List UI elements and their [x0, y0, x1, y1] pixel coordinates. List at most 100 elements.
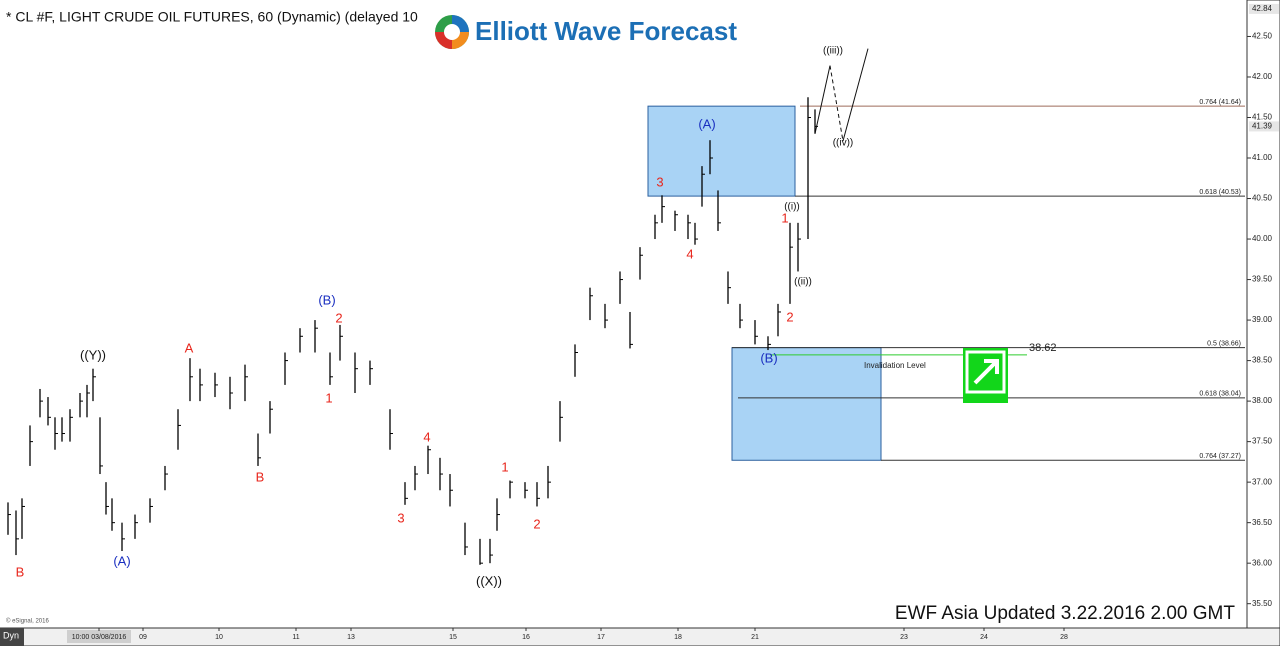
- price-bar: [164, 465, 168, 491]
- y-tick-label: 36.50: [1252, 518, 1273, 527]
- price-bar: [439, 457, 443, 491]
- price-bar: [21, 498, 25, 539]
- y-tick-label: 42.50: [1252, 32, 1273, 41]
- y-tick-label: 39.00: [1252, 315, 1273, 324]
- wave-label: 2: [335, 310, 342, 325]
- price-bar: [629, 311, 633, 349]
- price-bar: [701, 166, 705, 207]
- fib-label: 0.618 (40.53): [1199, 189, 1241, 196]
- price-bar: [229, 376, 233, 410]
- logo-icon: [435, 15, 469, 49]
- y-tick-label: 42.00: [1252, 72, 1273, 81]
- price-axis: [1246, 0, 1280, 629]
- wave-label: ((Y)): [80, 347, 106, 362]
- y-tick-label: 40.50: [1252, 194, 1273, 203]
- price-bar: [199, 368, 203, 402]
- projection-path: [814, 65, 831, 134]
- x-tick-label: 13: [347, 634, 355, 641]
- time-axis: [0, 627, 1280, 646]
- wave-label: (B): [760, 350, 777, 365]
- wave-label: 2: [533, 516, 540, 531]
- price-bar: [536, 482, 540, 507]
- projection-path: [842, 48, 869, 142]
- y-tick-label: 39.50: [1252, 275, 1273, 284]
- buy-icon: [963, 348, 1008, 403]
- price-bar: [54, 417, 58, 450]
- wave-label: 1: [501, 459, 508, 474]
- wave-label: 2: [786, 309, 793, 324]
- plot-layer: 0.764 (41.64) 0.618 (40.53) 0.5 (38.66) 0.6…: [7, 46, 1245, 588]
- logo-text: Elliott Wave Forecast: [475, 16, 737, 46]
- x-tick-label: 09: [139, 634, 147, 641]
- wave-label: (B): [318, 292, 335, 307]
- invalidation-value: 38.62: [1029, 342, 1057, 354]
- price-bar: [299, 328, 303, 353]
- price-bar: [639, 247, 643, 280]
- price-bar: [404, 482, 408, 505]
- y-tick-label: 36.00: [1252, 558, 1273, 567]
- fib-label: 0.618 (38.04): [1199, 391, 1241, 398]
- fib-label: 0.5 (38.66): [1207, 340, 1241, 347]
- y-tick-label: 37.50: [1252, 437, 1273, 446]
- y-tick-label: 41.50: [1252, 113, 1273, 122]
- price-bar: [69, 409, 73, 442]
- price-bar: [414, 465, 418, 491]
- price-bar: [524, 482, 528, 499]
- price-bar: [29, 425, 33, 466]
- x-tick-label: 24: [980, 634, 988, 641]
- price-bar: [559, 401, 563, 442]
- y-tick-label: 38.00: [1252, 396, 1273, 405]
- x-tick-label: 11: [292, 634, 299, 641]
- price-bar: [92, 368, 96, 402]
- price-bar: [717, 190, 721, 231]
- x-tick-box: [67, 630, 131, 643]
- price-bar: [574, 344, 578, 377]
- price-bar: [86, 384, 90, 418]
- y-tick-label: 41.00: [1252, 153, 1273, 162]
- x-tick-label: 10: [215, 634, 223, 641]
- chart-title: * CL #F, LIGHT CRUDE OIL FUTURES, 60 (Dy…: [6, 9, 418, 25]
- price-bar: [329, 352, 333, 385]
- price-bar: [604, 303, 608, 329]
- x-tick-label: 28: [1060, 634, 1068, 641]
- wave-label: ((X)): [476, 573, 502, 588]
- price-bar: [7, 502, 11, 535]
- price-marker-label: 42.84: [1252, 4, 1273, 13]
- y-tick-label: 40.00: [1252, 234, 1273, 243]
- wave-label: 4: [686, 246, 693, 261]
- price-bar: [269, 401, 273, 434]
- x-tick-label: 15: [449, 634, 457, 641]
- wave-label: B: [256, 469, 265, 484]
- price-marker: [1249, 121, 1279, 132]
- price-bar: [105, 482, 109, 515]
- price-bar: [777, 303, 781, 337]
- x-tick-label: 21: [751, 634, 759, 641]
- price-bar: [739, 303, 743, 329]
- price-bar: [727, 271, 731, 304]
- fib-label: 0.764 (41.64): [1199, 99, 1241, 106]
- price-bar: [214, 372, 218, 398]
- x-tick-label: 16: [522, 634, 530, 641]
- price-bar: [754, 320, 758, 345]
- price-bar: [61, 417, 65, 442]
- price-bar: [479, 538, 483, 565]
- price-bar: [661, 195, 665, 223]
- price-bar: [47, 397, 51, 426]
- corner-label: Dyn: [3, 630, 19, 640]
- price-bar: [687, 214, 691, 240]
- wave-label: ((i)): [784, 202, 800, 213]
- price-bar: [449, 474, 453, 507]
- price-bar: [99, 417, 103, 475]
- wave-label: B: [16, 564, 25, 579]
- price-bar: [797, 222, 801, 272]
- projection-path: [829, 65, 844, 142]
- price-bar: [354, 352, 358, 394]
- wave-label: (A): [698, 116, 715, 131]
- x-tick-label: 10:00 03/08/2016: [72, 634, 127, 641]
- update-note: EWF Asia Updated 3.22.2016 2.00 GMT: [895, 603, 1235, 624]
- price-bar: [177, 409, 181, 450]
- price-bar: [244, 364, 248, 402]
- wave-label: 1: [781, 210, 788, 225]
